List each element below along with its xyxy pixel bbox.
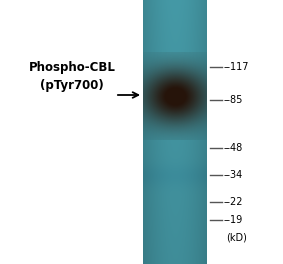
Text: (kD): (kD) [226,233,247,243]
Text: --85: --85 [224,95,243,105]
Text: --34: --34 [224,170,243,180]
Text: --48: --48 [224,143,243,153]
Text: --117: --117 [224,62,250,72]
Text: (pTyr700): (pTyr700) [40,78,104,92]
Text: --19: --19 [224,215,243,225]
Text: --22: --22 [224,197,243,207]
Text: Phospho-CBL: Phospho-CBL [29,62,115,74]
